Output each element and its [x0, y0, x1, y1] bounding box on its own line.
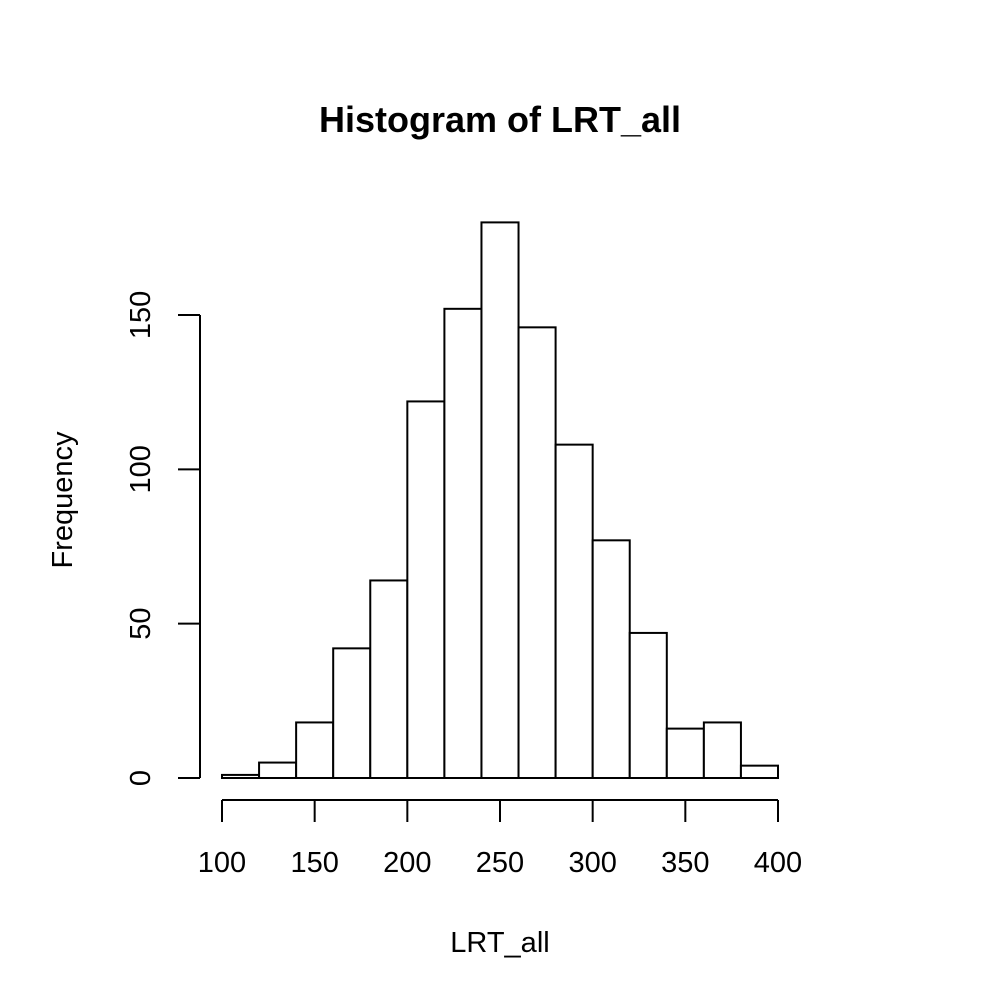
- histogram-bar: [628, 631, 668, 780]
- y-axis-label: Frequency: [47, 431, 79, 569]
- x-tick-label: 250: [476, 847, 524, 879]
- x-axis-label: LRT_all: [450, 927, 549, 959]
- x-tick-label: 350: [661, 847, 709, 879]
- histogram-bar: [443, 307, 483, 779]
- chart-title: Histogram of LRT_all: [319, 99, 681, 140]
- x-tick-label: 400: [754, 847, 802, 879]
- histogram-bar: [480, 221, 520, 780]
- x-tick-label: 150: [290, 847, 338, 879]
- histogram-bar: [554, 443, 594, 779]
- histogram-bar: [258, 761, 298, 780]
- y-tick-label: 0: [125, 770, 157, 786]
- histogram-bar: [591, 539, 631, 779]
- histogram-bar: [739, 764, 780, 779]
- histogram-bar: [369, 579, 409, 779]
- histogram-bar: [295, 721, 335, 779]
- histogram-bar: [221, 773, 261, 780]
- histogram-bars: [221, 221, 780, 780]
- x-axis: 100 150 200 250 300 350 400: [198, 799, 802, 879]
- x-tick-label: 100: [198, 847, 246, 879]
- y-tick-label: 50: [125, 608, 157, 640]
- x-tick-label: 300: [568, 847, 616, 879]
- y-axis: 0 50 100 150: [125, 291, 201, 786]
- histogram-bar: [517, 326, 557, 779]
- x-tick-label: 200: [383, 847, 431, 879]
- histogram-bar: [702, 721, 742, 779]
- y-tick-label: 150: [125, 291, 157, 339]
- y-tick-label: 100: [125, 445, 157, 493]
- histogram-bar: [406, 400, 446, 779]
- histogram-bar: [665, 727, 705, 779]
- histogram-bar: [332, 647, 372, 779]
